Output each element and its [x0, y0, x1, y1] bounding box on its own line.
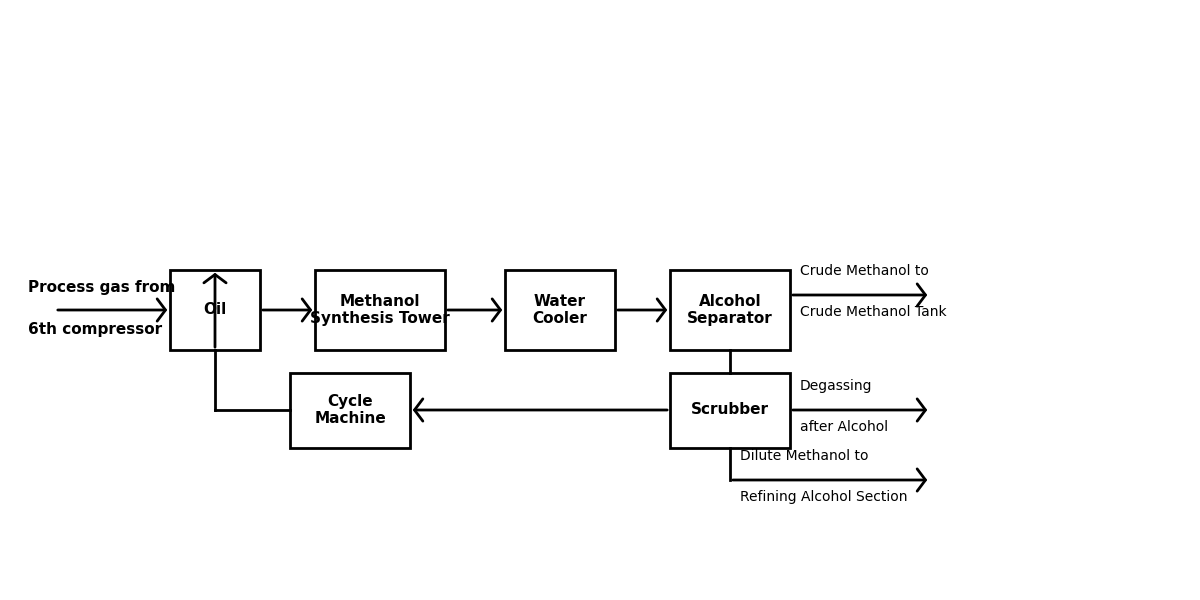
Text: Scrubber: Scrubber — [691, 403, 769, 418]
Text: Methanol
Synthesis Tower: Methanol Synthesis Tower — [310, 294, 450, 326]
Bar — [170, 270, 260, 350]
Text: Process gas from: Process gas from — [28, 280, 175, 295]
Bar — [670, 270, 790, 350]
Text: Alcohol
Separator: Alcohol Separator — [688, 294, 773, 326]
Text: Refining Alcohol Section: Refining Alcohol Section — [740, 490, 907, 504]
Bar — [505, 270, 616, 350]
Text: Crude Methanol to: Crude Methanol to — [800, 264, 929, 278]
Text: Water
Cooler: Water Cooler — [533, 294, 588, 326]
Text: 6th compressor: 6th compressor — [28, 322, 162, 337]
Text: Dilute Methanol to: Dilute Methanol to — [740, 449, 869, 463]
Text: Cycle
Machine: Cycle Machine — [314, 394, 386, 426]
Bar — [314, 270, 445, 350]
Bar — [670, 373, 790, 448]
Text: Oil: Oil — [203, 302, 227, 317]
Text: after Alcohol: after Alcohol — [800, 420, 888, 434]
Text: Crude Methanol Tank: Crude Methanol Tank — [800, 305, 947, 319]
Bar — [290, 373, 410, 448]
Text: Degassing: Degassing — [800, 379, 872, 393]
